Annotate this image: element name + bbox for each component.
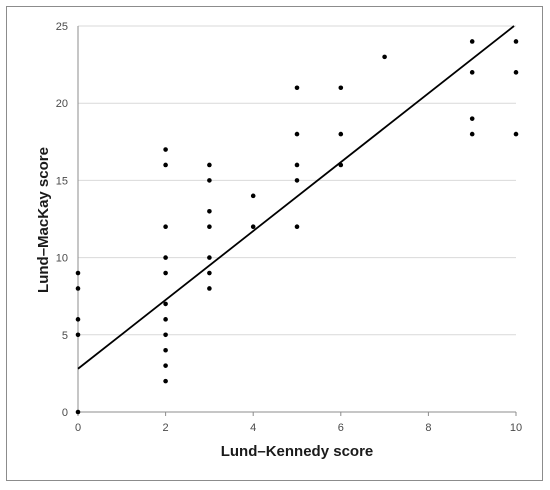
y-tick-label: 5 bbox=[62, 330, 68, 342]
data-point bbox=[75, 286, 81, 291]
data-point bbox=[163, 255, 168, 260]
data-points bbox=[75, 39, 519, 415]
y-axis-title: Lund–MacKay score bbox=[35, 147, 52, 293]
data-point bbox=[294, 162, 300, 168]
y-tick-label: 10 bbox=[56, 253, 68, 265]
x-tick-label: 6 bbox=[338, 422, 344, 434]
axes bbox=[77, 26, 517, 416]
data-point bbox=[294, 85, 300, 91]
y-tick-label: 0 bbox=[62, 407, 68, 419]
data-point bbox=[163, 347, 168, 353]
x-tick-label: 8 bbox=[425, 422, 431, 434]
data-point bbox=[75, 317, 81, 322]
data-point bbox=[338, 162, 344, 168]
data-point bbox=[163, 270, 168, 276]
data-point bbox=[207, 255, 212, 260]
data-point bbox=[513, 131, 519, 137]
trend-line bbox=[77, 25, 515, 370]
chart-frame bbox=[6, 6, 543, 481]
data-point bbox=[163, 301, 168, 307]
gridlines bbox=[78, 25, 516, 336]
data-point bbox=[207, 178, 212, 183]
y-tick-labels: 0 5 10 15 20 25 bbox=[56, 21, 68, 419]
data-point bbox=[163, 224, 168, 230]
data-point bbox=[163, 363, 168, 368]
data-point bbox=[382, 54, 387, 60]
data-point bbox=[163, 147, 168, 152]
data-point bbox=[294, 178, 300, 183]
data-point bbox=[469, 70, 475, 75]
data-point bbox=[75, 409, 81, 415]
data-point bbox=[207, 270, 212, 276]
x-tick-labels: 0 2 4 6 8 10 bbox=[75, 422, 522, 434]
data-point bbox=[163, 317, 168, 322]
x-tick-label: 10 bbox=[510, 422, 522, 434]
data-point bbox=[75, 332, 81, 338]
data-point bbox=[163, 332, 168, 338]
data-point bbox=[163, 162, 168, 168]
data-point bbox=[338, 85, 344, 91]
x-tick-label: 4 bbox=[250, 422, 256, 434]
x-axis-title: Lund–Kennedy score bbox=[221, 443, 374, 460]
data-point bbox=[207, 162, 212, 168]
data-point bbox=[294, 224, 300, 230]
data-point bbox=[513, 39, 519, 44]
data-point bbox=[163, 378, 168, 384]
data-point bbox=[75, 270, 81, 276]
y-tick-label: 25 bbox=[56, 21, 68, 33]
data-point bbox=[250, 193, 256, 199]
data-point bbox=[469, 39, 475, 44]
data-point bbox=[207, 208, 212, 214]
data-point bbox=[207, 286, 212, 291]
x-tick-label: 0 bbox=[75, 422, 81, 434]
x-tick-label: 2 bbox=[163, 422, 169, 434]
data-point bbox=[338, 131, 344, 137]
data-point bbox=[469, 116, 475, 121]
data-point bbox=[294, 131, 300, 137]
y-tick-label: 15 bbox=[56, 175, 68, 187]
data-point bbox=[469, 131, 475, 137]
y-tick-label: 20 bbox=[56, 98, 68, 110]
data-point bbox=[250, 224, 256, 230]
data-point bbox=[207, 224, 212, 230]
data-point bbox=[513, 70, 519, 75]
